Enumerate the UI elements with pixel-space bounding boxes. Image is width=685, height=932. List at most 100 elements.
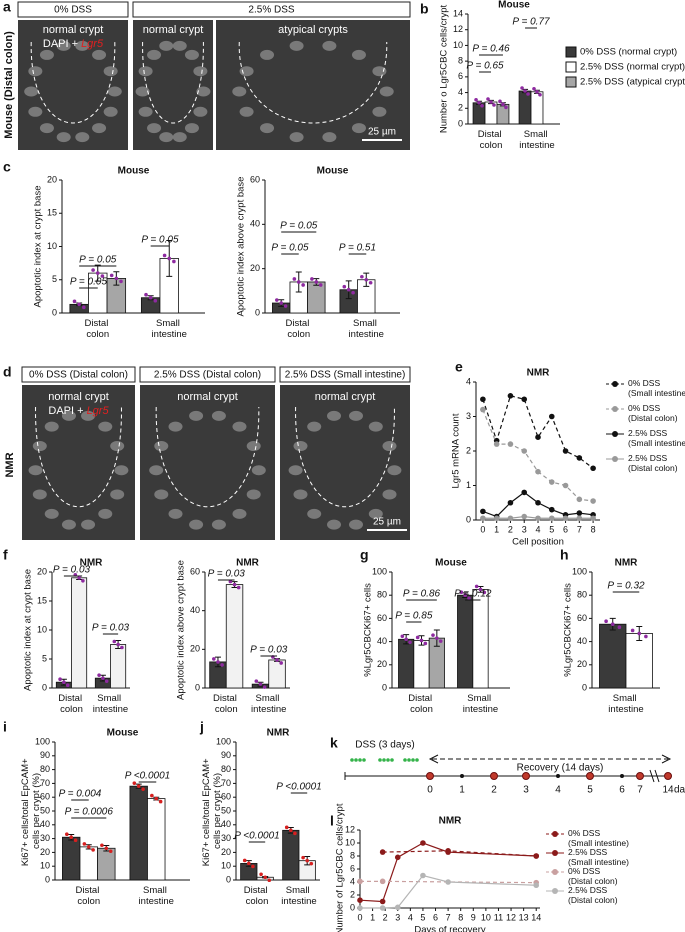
data-point: [167, 256, 172, 261]
data-point: [637, 631, 642, 636]
data-point: [478, 587, 483, 592]
data-point: [100, 274, 105, 278]
nucleus: [260, 49, 275, 60]
data-point: [73, 838, 78, 843]
nucleus: [154, 441, 169, 452]
marker: [480, 508, 486, 515]
legend-marker: [552, 869, 558, 875]
marker: [535, 468, 541, 475]
marker: [548, 413, 555, 420]
x-tick-label: 6: [433, 912, 438, 922]
data-point: [630, 628, 635, 633]
y-tick-label: 8: [458, 56, 463, 66]
day-label: 6: [619, 785, 625, 796]
y-tick-label: 0: [350, 902, 355, 912]
p-value: P = 0.05: [141, 235, 179, 246]
y-tick-label: 40: [250, 219, 260, 229]
y-tick-label: 0: [42, 682, 47, 692]
legend-marker: [612, 406, 618, 412]
marker: [576, 455, 583, 461]
y-tick-label: 3: [466, 411, 471, 421]
x-tick-label: Small intestine: [152, 318, 187, 340]
bar: [129, 785, 148, 881]
marker: [507, 499, 514, 506]
y-tick-label: 60: [577, 613, 587, 623]
nucleus: [368, 508, 383, 519]
marker: [548, 479, 555, 485]
axis-break: [649, 769, 660, 783]
y-tick-label: 10: [47, 241, 57, 251]
data-point: [81, 579, 85, 583]
data-point: [154, 796, 159, 801]
p-value: P <0.0001: [234, 831, 280, 842]
x-tick-label: 0: [357, 912, 362, 922]
x-tick-label: 3: [395, 912, 400, 922]
micrograph: [22, 385, 135, 540]
y-tick-label: 100: [572, 566, 587, 576]
y-tick-label: 6: [350, 863, 355, 873]
marker: [507, 515, 514, 522]
crypt-outline: [238, 41, 388, 124]
marker: [562, 482, 569, 489]
data-point: [284, 825, 289, 830]
nucleus: [172, 132, 187, 143]
data-point: [116, 642, 120, 647]
x-tick-label: 9: [471, 912, 476, 922]
data-point: [279, 661, 283, 665]
y-axis-label: Ki67+ cells/total EpCAM+ cells per crypt…: [201, 756, 223, 866]
nucleus: [159, 132, 174, 143]
data-point: [263, 875, 267, 880]
x-tick-label: Small intestine: [139, 885, 174, 907]
marker: [445, 879, 451, 885]
crypt-outline: [142, 41, 204, 124]
data-point: [504, 105, 508, 110]
nucleus: [232, 421, 247, 432]
marker: [357, 905, 363, 911]
legend-swatch: [565, 46, 577, 58]
nucleus: [44, 421, 59, 432]
marker: [521, 396, 528, 403]
data-point: [108, 849, 113, 854]
legend-swatch: [565, 76, 577, 88]
data-point: [144, 292, 148, 297]
marker: [394, 854, 401, 861]
y-axis-label: %Lgr5CBCKi67+ cells: [563, 583, 574, 677]
caption: atypical crypts: [278, 24, 348, 36]
nucleus: [92, 49, 107, 60]
data-point: [309, 861, 314, 866]
data-point: [644, 634, 648, 639]
marker: [379, 898, 386, 905]
nucleus: [28, 465, 43, 476]
y-axis-label: Ki67+ cells/total EpCAM+ cells per crypt…: [20, 756, 42, 866]
marker: [590, 515, 596, 522]
y-axis-label: Apoptotic index at crypt base: [33, 186, 44, 308]
data-point: [77, 576, 81, 580]
p-value: P = 0.004: [59, 789, 102, 800]
data-point: [72, 299, 77, 304]
header-box: [21, 366, 136, 383]
data-point: [158, 799, 163, 804]
data-point: [109, 273, 114, 278]
caption: normal crypt: [143, 24, 204, 36]
chart-title: Mouse: [107, 728, 139, 739]
x-tick-label: 5: [420, 912, 425, 922]
day-label: 14: [662, 785, 674, 796]
dss-dot: [386, 758, 390, 762]
data-point: [91, 848, 95, 852]
data-point: [604, 619, 608, 623]
data-point: [463, 593, 467, 597]
p-value: P = 0.85: [395, 611, 433, 622]
p-value: P = 0.0006: [65, 807, 114, 818]
y-tick-label: 50: [40, 805, 50, 815]
panel-letter: f: [3, 547, 8, 563]
data-point: [212, 657, 216, 661]
data-point: [104, 679, 109, 683]
data-point: [438, 639, 443, 643]
sample-point: [522, 772, 530, 780]
nucleus: [246, 441, 261, 452]
bar: [147, 798, 166, 881]
data-point: [532, 86, 536, 91]
nucleus: [110, 441, 125, 452]
nucleus: [232, 86, 247, 97]
nucleus: [189, 519, 204, 530]
